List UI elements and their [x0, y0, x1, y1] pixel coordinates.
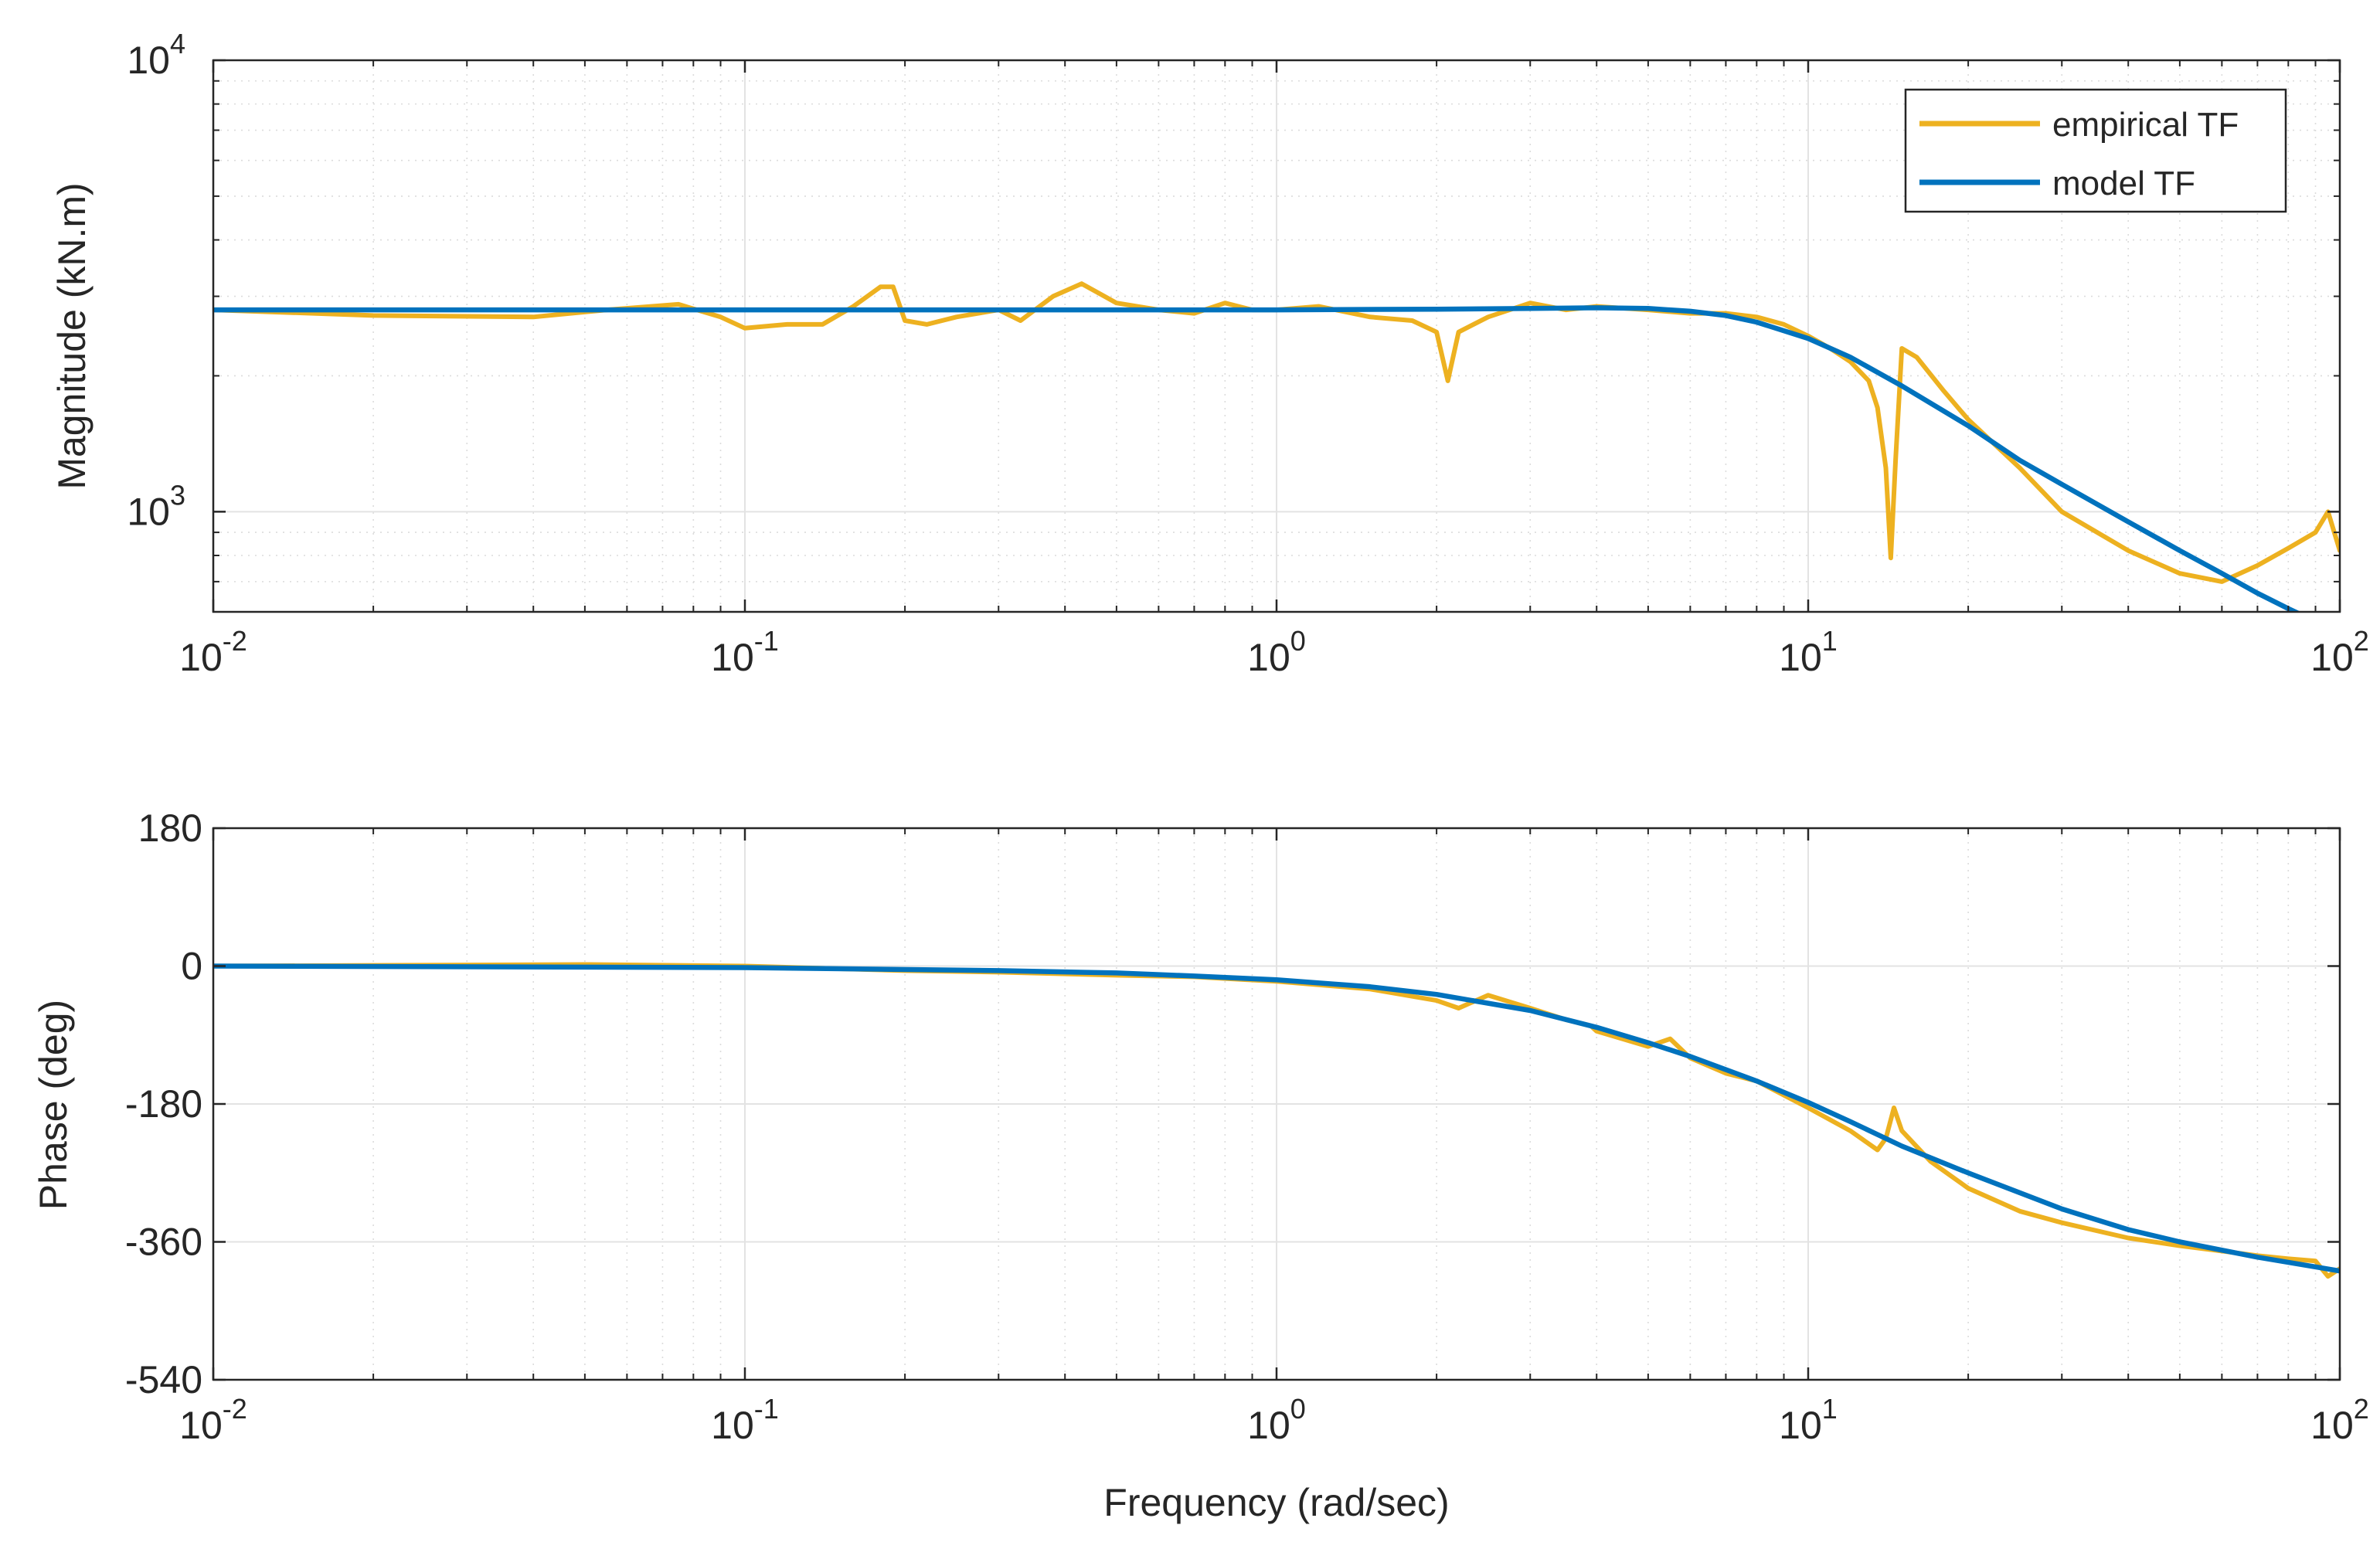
- x-tick-exponent: 1: [1822, 1393, 1838, 1425]
- phase-axes-box: [212, 827, 2341, 1381]
- x-tick-exponent: -2: [223, 1393, 247, 1425]
- y-tick-exponent: 3: [170, 479, 185, 511]
- legend-box: [1904, 88, 2287, 213]
- phase-xlabel: Frequency (rad/sec): [1103, 1481, 1449, 1524]
- legend-label-empirical: empirical TF: [2052, 106, 2239, 144]
- x-tick-exponent: 0: [1290, 625, 1306, 657]
- y-tick-label: -180: [125, 1082, 202, 1126]
- y-tick-label: 180: [138, 807, 202, 850]
- y-tick-label: -540: [125, 1358, 202, 1401]
- phase-series-group: [213, 962, 2340, 1279]
- magnitude-ticks: [212, 59, 2341, 612]
- x-tick-exponent: -1: [754, 1393, 779, 1425]
- x-tick-exponent: 2: [2354, 625, 2369, 657]
- x-tick-exponent: 1: [1822, 625, 1838, 657]
- y-tick-label: -360: [125, 1221, 202, 1264]
- x-tick-exponent: 2: [2354, 1393, 2369, 1425]
- legend-label-model: model TF: [2052, 165, 2195, 202]
- x-tick-exponent: 0: [1290, 1393, 1306, 1425]
- y-tick-exponent: 4: [170, 28, 185, 59]
- legend: empirical TF model TF: [1904, 88, 2287, 213]
- x-tick-exponent: -2: [223, 625, 247, 657]
- magnitude-series-group: [213, 281, 2340, 612]
- magnitude-empirical-line: [213, 281, 2340, 584]
- x-tick-exponent: -1: [754, 625, 779, 657]
- magnitude-axes-box: [212, 59, 2341, 613]
- y-tick-label: 0: [181, 945, 202, 988]
- magnitude-model-line: [213, 305, 2301, 612]
- magnitude-ylabel: Magnitude (kN.m): [50, 182, 94, 489]
- phase-ylabel: Phase (deg): [32, 1000, 75, 1210]
- phase-model-line: [213, 963, 2340, 1274]
